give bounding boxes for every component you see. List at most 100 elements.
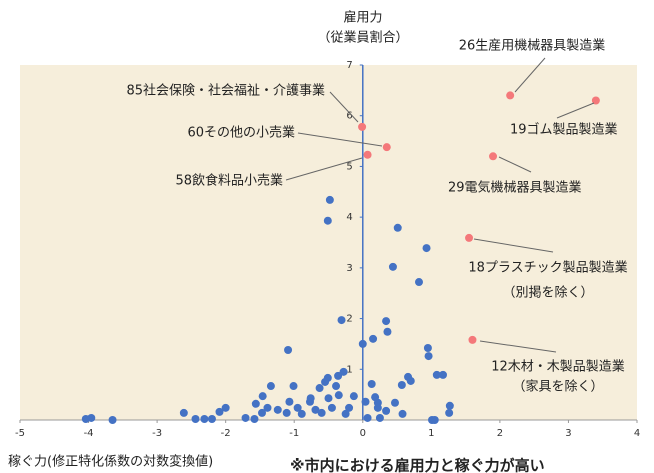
point-label: 60その他の小売業 (187, 125, 295, 141)
point (311, 405, 320, 414)
point (390, 398, 399, 407)
x-tick-label: 3 (565, 428, 571, 439)
point (221, 403, 230, 412)
point (489, 152, 498, 161)
x-axis-label: 稼ぐ力(修正特化係数の対数変換値) (8, 454, 213, 470)
point (285, 397, 294, 406)
point (334, 391, 343, 400)
point (358, 122, 367, 131)
point (382, 143, 391, 152)
x-tick-label: 4 (634, 428, 640, 439)
point (432, 370, 441, 379)
point (334, 371, 343, 380)
point (87, 413, 96, 422)
chart-title: （従業員割合） (317, 30, 408, 46)
point-label: 29電気機械器具製造業 (448, 180, 582, 196)
point (266, 382, 275, 391)
point (273, 405, 282, 414)
point (397, 381, 406, 390)
y-tick-label: 7 (346, 60, 352, 71)
point (179, 408, 188, 417)
point-label: 85社会保険・社会福祉・介護事業 (126, 83, 325, 99)
leader-line (285, 157, 363, 181)
point-label: 58飲食料品小売業 (175, 173, 283, 189)
y-tick-label: 3 (346, 263, 352, 274)
point (373, 403, 382, 412)
point (363, 150, 372, 159)
point (263, 403, 272, 412)
point (382, 317, 391, 326)
point (341, 409, 350, 418)
point (424, 352, 433, 361)
plot (19, 64, 638, 423)
point (375, 413, 384, 422)
point (200, 414, 209, 423)
point (369, 334, 378, 343)
point (358, 339, 367, 348)
point (325, 195, 334, 204)
x-tick-label: 1 (428, 428, 434, 439)
leader-line (514, 57, 546, 93)
point (361, 397, 370, 406)
point-label: （家具を除く） (512, 379, 603, 395)
point (321, 377, 330, 386)
point (506, 91, 515, 100)
point (430, 416, 439, 424)
y-tick-label: 2 (346, 314, 352, 325)
point (191, 414, 200, 423)
leader-line (473, 238, 554, 253)
point (393, 223, 402, 232)
point (293, 403, 302, 412)
point-label: 18プラスチック製品製造業 (468, 260, 627, 276)
point-label: 26生産用機械器具製造業 (459, 38, 606, 54)
point (324, 394, 333, 403)
point (422, 244, 431, 253)
y-tick-label: 6 (346, 111, 352, 122)
point (465, 233, 474, 242)
point (337, 316, 346, 325)
x-tick-label: -1 (289, 428, 299, 439)
point (591, 96, 600, 105)
point (414, 278, 423, 287)
y-tick-label: 1 (346, 364, 352, 375)
leader-line (329, 91, 359, 123)
y-tick-label: 5 (346, 161, 352, 172)
point (406, 376, 415, 385)
point (398, 409, 407, 418)
point (332, 382, 341, 391)
x-tick-label: -5 (15, 428, 25, 439)
point (363, 413, 372, 422)
point (339, 367, 348, 376)
point (305, 397, 314, 406)
point (323, 216, 332, 225)
point (382, 406, 391, 415)
point (438, 370, 447, 379)
point (367, 379, 376, 388)
point (349, 392, 358, 401)
point (317, 408, 326, 417)
point (258, 392, 267, 401)
point-label: （別掲を除く） (502, 285, 593, 301)
leader-line (556, 102, 595, 119)
x-tick-label: -4 (84, 428, 94, 439)
point (289, 382, 298, 391)
plot-area (20, 65, 637, 420)
point (383, 327, 392, 336)
point (282, 408, 291, 417)
point (250, 414, 259, 423)
point (297, 409, 306, 418)
x-tick-label: -3 (152, 428, 162, 439)
point (423, 343, 432, 352)
point (445, 408, 454, 417)
x-tick-label: 0 (360, 428, 366, 439)
point-label: 19ゴム製品製造業 (510, 122, 618, 138)
point (388, 262, 397, 271)
x-tick-label: 2 (497, 428, 503, 439)
leader-line (479, 340, 557, 353)
point (207, 414, 216, 423)
point (258, 408, 267, 417)
point (327, 403, 336, 412)
leader-line (498, 156, 532, 173)
point (315, 384, 324, 393)
